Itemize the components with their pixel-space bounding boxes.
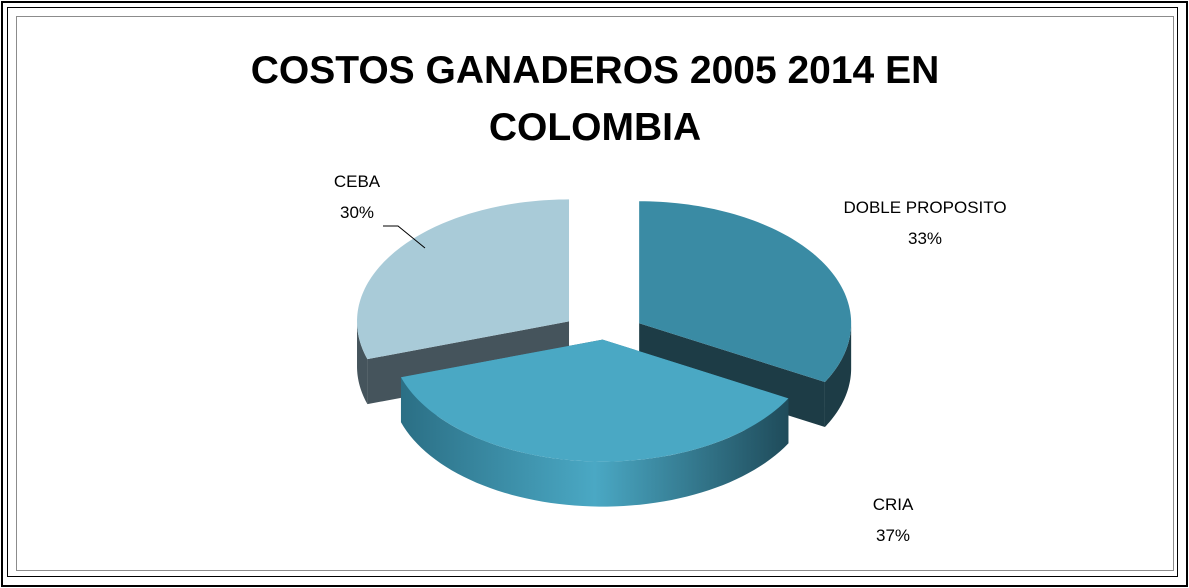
slice-value-label: 37% (876, 526, 910, 545)
slice-side (357, 321, 368, 405)
slice-side (824, 323, 852, 428)
slice-value-label: 33% (908, 229, 942, 248)
pie-slice (639, 201, 852, 383)
chart-area (16, 16, 1174, 571)
chart-title: COSTOS GANADEROS 2005 2014 EN COLOMBIA (250, 49, 940, 149)
pie-slice (400, 339, 789, 462)
pie-slice (357, 199, 570, 360)
slice-side (400, 377, 789, 507)
leader-line (383, 225, 426, 249)
inner-frame (7, 7, 1178, 577)
slice-label: DOBLE PROPOSITO (843, 198, 1006, 217)
slice-label: CRIA (873, 495, 914, 514)
slice-value-label: 30% (340, 203, 374, 222)
slice-label: CEBA (334, 172, 381, 191)
